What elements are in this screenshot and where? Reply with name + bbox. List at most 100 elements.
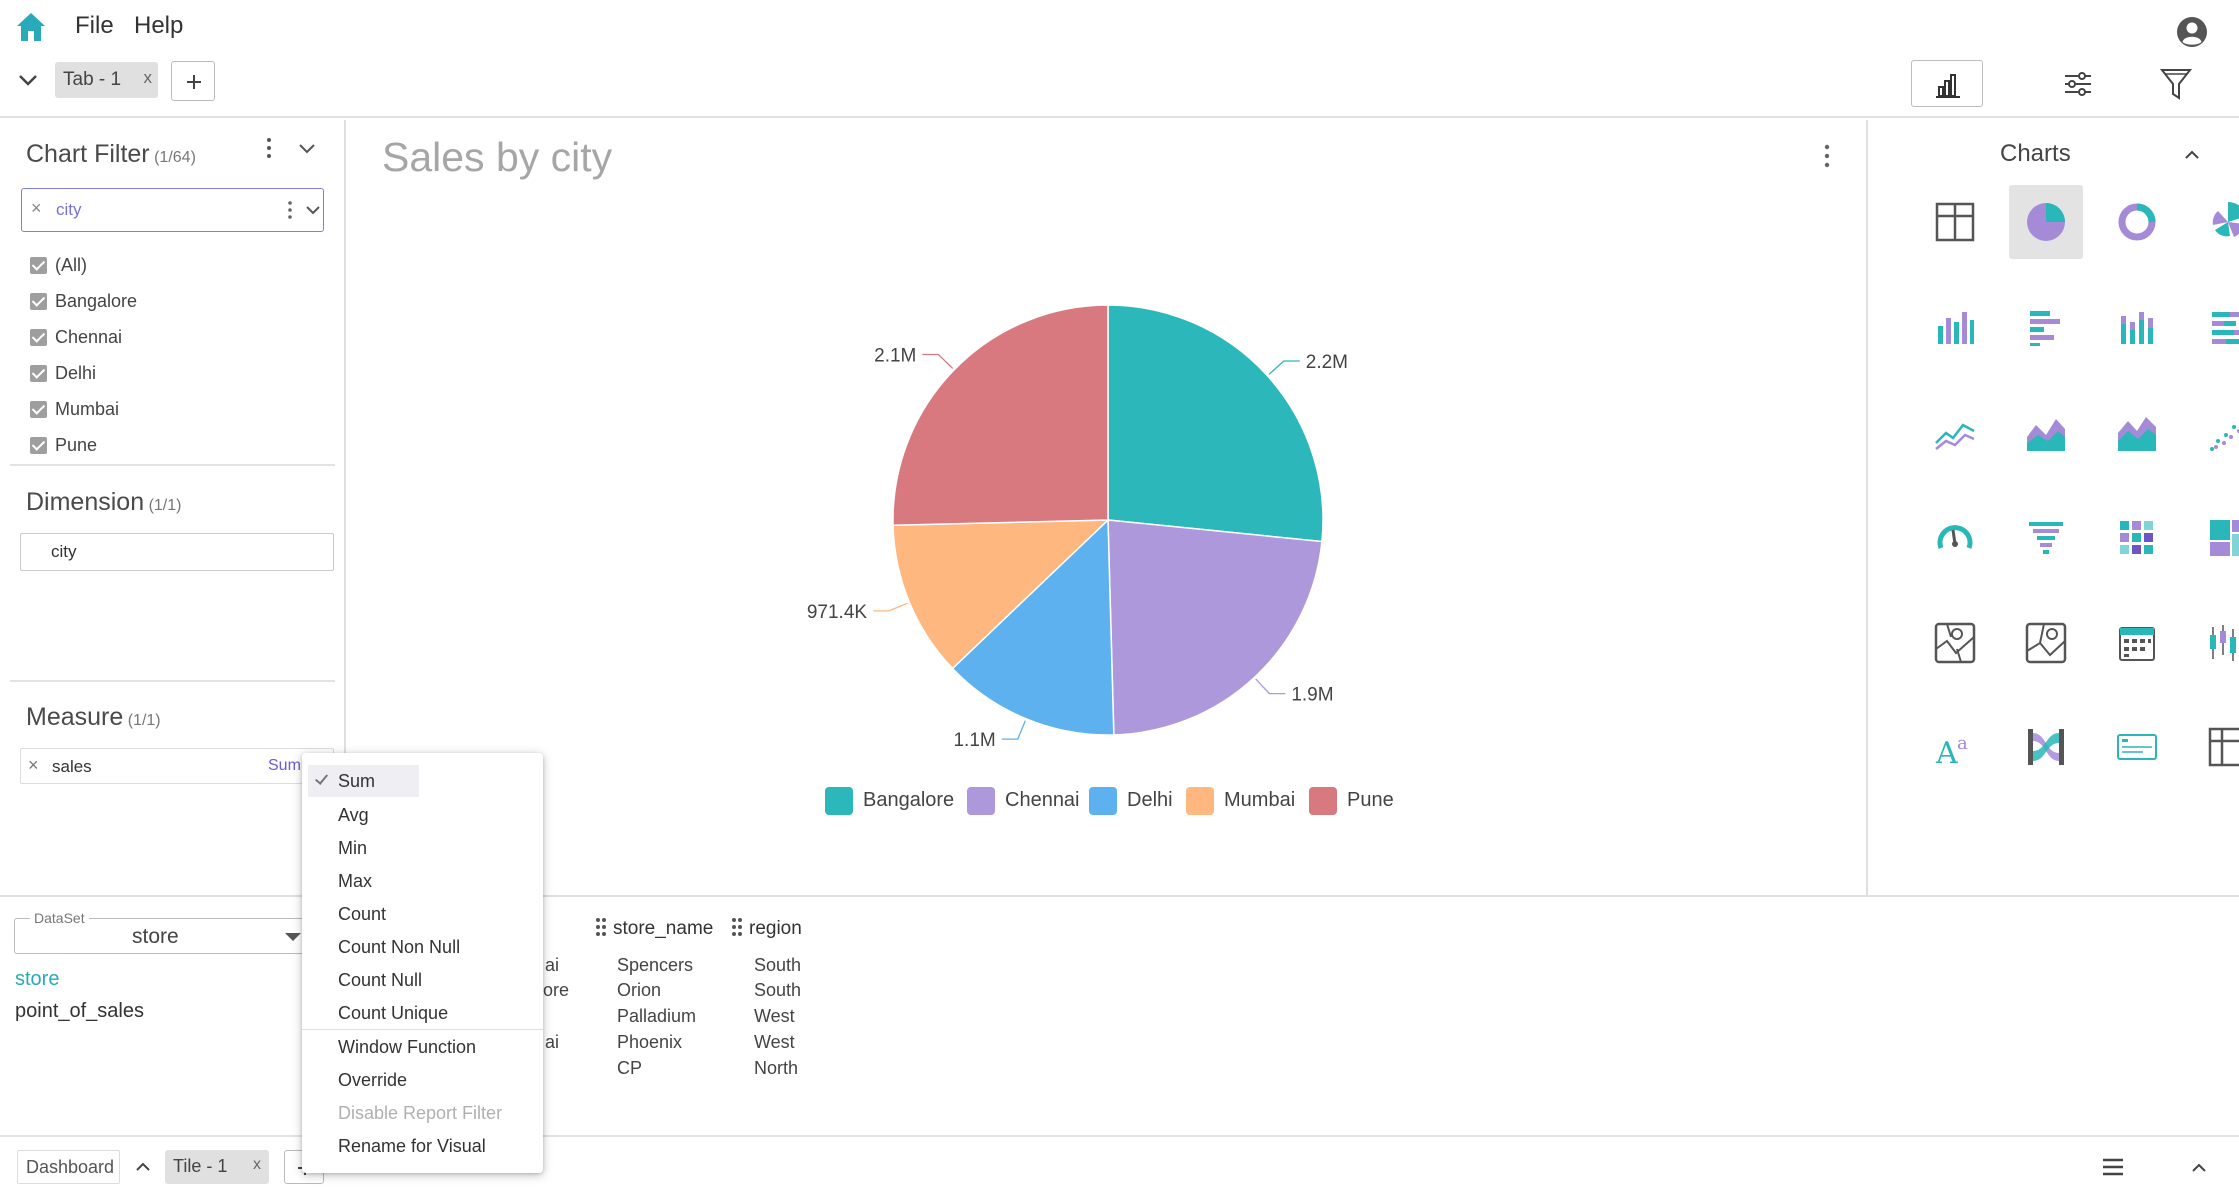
pie-slice-pune[interactable] — [892, 304, 1109, 527]
measure-header: Measure (1/1) — [26, 703, 161, 732]
agg-option-count-non-null[interactable]: Count Non Null — [302, 931, 543, 963]
funnel-icon[interactable] — [2009, 501, 2083, 575]
home-icon[interactable] — [14, 10, 48, 44]
filter-clear-button[interactable]: × — [31, 198, 42, 218]
dashboard-button[interactable]: Dashboard — [17, 1150, 120, 1184]
measure-aggregation-button[interactable]: Sum — [268, 757, 301, 774]
chart-filter-title: Chart Filter — [26, 140, 150, 168]
filter-field-dropdown-icon[interactable] — [304, 204, 322, 216]
table-cell: lore — [539, 980, 570, 1000]
checkbox[interactable] — [30, 437, 47, 454]
checkbox[interactable] — [30, 293, 47, 310]
section-divider — [10, 464, 335, 466]
agg-option-override[interactable]: Override — [302, 1064, 543, 1096]
agg-option-sum[interactable]: Sum — [308, 765, 419, 797]
tab-close-button[interactable]: x — [143, 68, 153, 87]
drag-handle-icon[interactable] — [731, 917, 743, 937]
column-header-store-name[interactable]: store_name — [595, 917, 713, 940]
agg-option-label: Override — [338, 1070, 408, 1090]
agg-option-count-null[interactable]: Count Null — [302, 964, 543, 996]
pivot-table-icon[interactable] — [2191, 710, 2239, 784]
measure-remove-button[interactable]: × — [28, 755, 39, 775]
agg-option-rename-for-visual[interactable]: Rename for Visual — [302, 1130, 543, 1162]
bar-chart-icon[interactable] — [1918, 291, 1992, 365]
checkbox[interactable] — [30, 329, 47, 346]
chart-menu-icon[interactable] — [1823, 143, 1831, 169]
pie-slice-mumbai[interactable] — [892, 519, 1110, 670]
aggregation-menu: Sum Avg Min Max Count Count Non Null Cou… — [302, 753, 543, 1173]
pie-chart: 2.2M 1.9M 1.1M 971.4K 2.1M — [807, 304, 1348, 751]
calendar-icon[interactable] — [2100, 606, 2174, 680]
treemap-icon[interactable] — [2191, 501, 2239, 575]
tile-1[interactable]: Tile - 1 x — [165, 1150, 269, 1184]
dataset-item-point-of-sales[interactable]: point_of_sales — [15, 1000, 144, 1022]
user-account-icon[interactable] — [2176, 16, 2208, 48]
dimension-header: Dimension (1/1) — [26, 488, 181, 517]
agg-option-count[interactable]: Count — [302, 898, 543, 930]
measure-field-label: sales — [52, 757, 92, 776]
tab-1[interactable]: Tab - 1 x — [55, 62, 158, 98]
donut-chart-icon[interactable] — [2100, 185, 2174, 259]
legend-swatch — [1186, 787, 1214, 815]
gauge-icon[interactable] — [1918, 501, 1992, 575]
measure-field[interactable]: × sales Sum — [20, 748, 334, 784]
rose-chart-icon[interactable] — [2191, 185, 2239, 259]
charts-panel — [1866, 120, 2239, 895]
geo-map-icon[interactable] — [1918, 606, 1992, 680]
checkbox[interactable] — [30, 401, 47, 418]
card-icon[interactable] — [2100, 710, 2174, 784]
checkbox[interactable] — [30, 365, 47, 382]
tile-close-button[interactable]: x — [253, 1156, 261, 1173]
chevron-up-icon[interactable] — [2191, 1163, 2207, 1173]
drag-handle-icon[interactable] — [595, 917, 607, 937]
table-cell: Spencers — [617, 955, 694, 975]
filter-icon[interactable] — [2158, 64, 2194, 104]
area-chart-icon[interactable] — [2009, 396, 2083, 470]
sankey-icon[interactable] — [2009, 710, 2083, 784]
candlestick-icon[interactable] — [2191, 606, 2239, 680]
geo-map-alt-icon[interactable] — [2009, 606, 2083, 680]
line-chart-icon[interactable] — [1918, 396, 1992, 470]
stacked-area-icon[interactable] — [2100, 396, 2174, 470]
charts-collapse-icon[interactable] — [2184, 150, 2200, 160]
dimension-field[interactable]: city — [20, 533, 334, 571]
checkbox[interactable] — [30, 257, 47, 274]
add-tab-button[interactable] — [171, 61, 215, 101]
dataset-area — [0, 895, 2239, 1135]
chart-view-button[interactable] — [1911, 60, 1983, 107]
chevron-up-icon[interactable] — [135, 1162, 151, 1172]
heatmap-icon[interactable] — [2100, 501, 2174, 575]
horizontal-bar-icon[interactable] — [2009, 291, 2083, 365]
stacked-bar-icon[interactable] — [2100, 291, 2174, 365]
agg-option-window-function[interactable]: Window Function — [302, 1031, 543, 1063]
pie-slice-chennai[interactable] — [1107, 519, 1323, 736]
dataset-select-label: DataSet — [30, 910, 89, 926]
column-header-region[interactable]: region — [731, 917, 802, 940]
legend-label: Delhi — [1127, 789, 1173, 811]
pie-slice-bangalore[interactable] — [1107, 304, 1324, 543]
list-icon[interactable] — [2102, 1157, 2124, 1177]
settings-sliders-icon[interactable] — [2058, 68, 2098, 100]
table-cell: South — [754, 980, 802, 1000]
agg-option-min[interactable]: Min — [302, 832, 543, 864]
chart-filter-menu-icon[interactable] — [265, 137, 273, 159]
chevron-down-icon[interactable] — [16, 68, 40, 92]
scatter-chart-icon[interactable] — [2191, 396, 2239, 470]
pie-slice-delhi[interactable] — [951, 518, 1115, 736]
stacked-horizontal-bar-icon[interactable] — [2191, 291, 2239, 365]
filter-field-menu-icon[interactable] — [286, 199, 294, 221]
agg-option-count-unique[interactable]: Count Unique — [302, 997, 543, 1029]
table-cell: ai — [545, 955, 560, 975]
chart-filter-collapse-icon[interactable] — [296, 142, 318, 156]
pie-chart-icon[interactable] — [2009, 185, 2083, 259]
column-header-label: store_name — [613, 918, 714, 939]
menu-file[interactable]: File — [75, 12, 114, 39]
agg-option-max[interactable]: Max — [302, 865, 543, 897]
chart-title[interactable]: Sales by city — [382, 134, 613, 180]
agg-option-avg[interactable]: Avg — [302, 799, 543, 831]
menu-help[interactable]: Help — [134, 12, 184, 39]
filter-field-select[interactable]: × city — [21, 188, 324, 232]
table-icon[interactable] — [1918, 185, 1992, 259]
dataset-item-store[interactable]: store — [15, 968, 60, 990]
